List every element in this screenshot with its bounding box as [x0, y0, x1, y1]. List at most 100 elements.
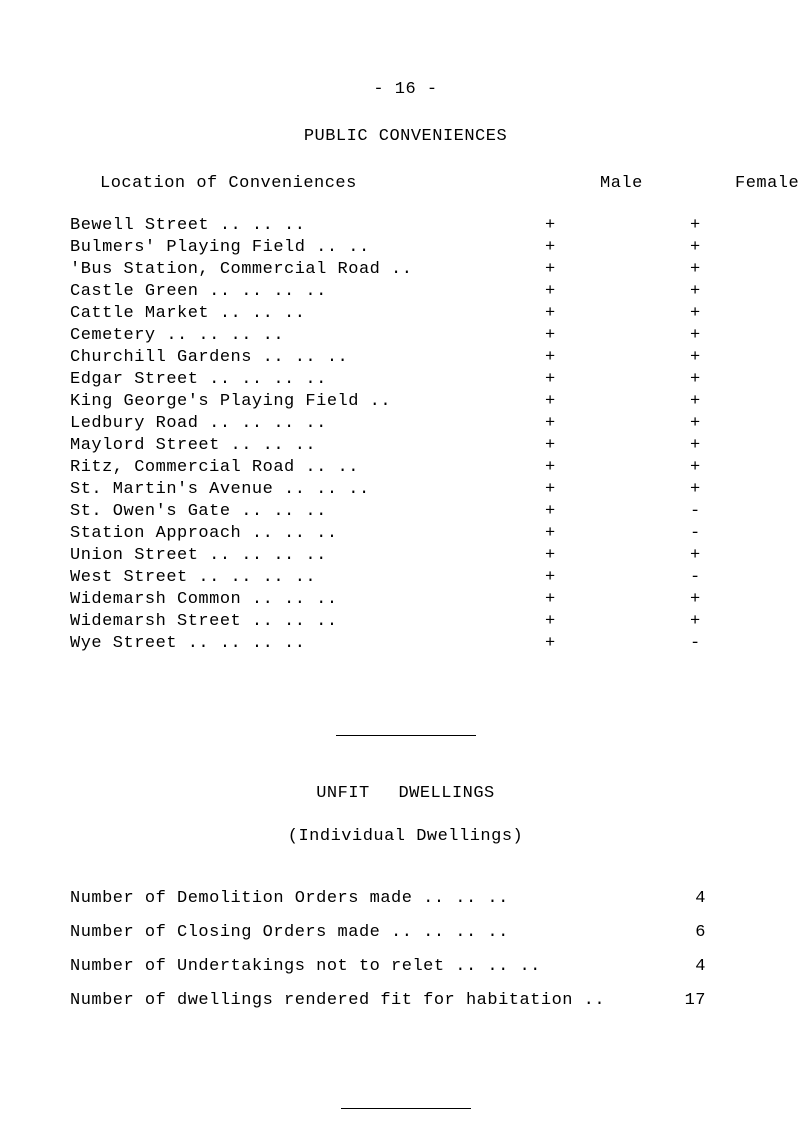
unfit-label: Number of Demolition Orders made .. .. .…: [70, 889, 509, 908]
male-value: +: [545, 501, 556, 523]
table-row: Churchill Gardens .. .. .. + +: [70, 347, 741, 369]
unfit-label: Number of Closing Orders made .. .. .. .…: [70, 923, 509, 942]
male-value: +: [545, 325, 556, 347]
location-name: Maylord Street .. .. ..: [70, 435, 316, 457]
male-value: +: [545, 435, 556, 457]
location-name: Bewell Street .. .. ..: [70, 215, 305, 237]
location-name: Castle Green .. .. .. ..: [70, 281, 327, 303]
table-row: Cattle Market .. .. .. + +: [70, 303, 741, 325]
female-value: +: [690, 545, 701, 567]
location-name: Widemarsh Common .. .. ..: [70, 589, 338, 611]
female-value: +: [690, 479, 701, 501]
unfit-rows: Number of Demolition Orders made .. .. .…: [70, 882, 741, 1018]
bottom-divider: [341, 1108, 471, 1109]
location-name: Edgar Street .. .. .. ..: [70, 369, 327, 391]
male-value: +: [545, 611, 556, 633]
location-name: Union Street .. .. .. ..: [70, 545, 327, 567]
male-value: +: [545, 479, 556, 501]
female-value: -: [690, 633, 701, 655]
female-value: +: [690, 435, 701, 457]
table-row: Station Approach .. .. .. + -: [70, 523, 741, 545]
unfit-row: Number of Closing Orders made .. .. .. .…: [70, 916, 741, 950]
female-value: +: [690, 391, 701, 413]
table-row: St. Owen's Gate .. .. .. + -: [70, 501, 741, 523]
page-number: - 16 -: [70, 80, 741, 99]
male-value: +: [545, 303, 556, 325]
header-location: Location of Conveniences: [70, 174, 357, 193]
table-row: King George's Playing Field .. + +: [70, 391, 741, 413]
table-row: Widemarsh Common .. .. .. + +: [70, 589, 741, 611]
male-value: +: [545, 237, 556, 259]
female-value: -: [690, 501, 701, 523]
male-value: +: [545, 589, 556, 611]
header-male: Male: [600, 174, 643, 193]
male-value: +: [545, 523, 556, 545]
female-value: +: [690, 325, 701, 347]
table-row: West Street .. .. .. .. + -: [70, 567, 741, 589]
location-name: King George's Playing Field ..: [70, 391, 391, 413]
table-row: Ledbury Road .. .. .. .. + +: [70, 413, 741, 435]
male-value: +: [545, 457, 556, 479]
unfit-subtitle: (Individual Dwellings): [70, 827, 741, 846]
table-row: Bewell Street .. .. .. + +: [70, 215, 741, 237]
unfit-value: 17: [685, 984, 706, 1018]
conveniences-table: Location of Conveniences Male Female Bew…: [70, 174, 741, 655]
location-name: West Street .. .. .. ..: [70, 567, 316, 589]
conveniences-rows: Bewell Street .. .. ..++Bulmers' Playing…: [70, 215, 741, 655]
unfit-row: Number of Undertakings not to relet .. .…: [70, 950, 741, 984]
female-value: +: [690, 303, 701, 325]
male-value: +: [545, 281, 556, 303]
unfit-title: UNFIT DWELLINGS: [70, 784, 741, 803]
male-value: +: [545, 545, 556, 567]
unfit-value: 4: [695, 882, 706, 916]
location-name: St. Owen's Gate .. .. ..: [70, 501, 327, 523]
male-value: +: [545, 413, 556, 435]
main-title: PUBLIC CONVENIENCES: [70, 127, 741, 146]
female-value: +: [690, 215, 701, 237]
location-name: Cemetery .. .. .. ..: [70, 325, 284, 347]
female-value: +: [690, 237, 701, 259]
table-row: Bulmers' Playing Field .. .. + +: [70, 237, 741, 259]
table-row: Maylord Street .. .. .. + +: [70, 435, 741, 457]
location-name: St. Martin's Avenue .. .. ..: [70, 479, 370, 501]
male-value: +: [545, 567, 556, 589]
female-value: -: [690, 567, 701, 589]
unfit-value: 6: [695, 916, 706, 950]
location-name: Wye Street .. .. .. ..: [70, 633, 305, 655]
female-value: -: [690, 523, 701, 545]
location-name: Station Approach .. .. ..: [70, 523, 338, 545]
table-row: Widemarsh Street .. .. .. + +: [70, 611, 741, 633]
male-value: +: [545, 215, 556, 237]
location-name: Cattle Market .. .. ..: [70, 303, 305, 325]
header-female: Female: [735, 174, 799, 193]
location-name: Churchill Gardens .. .. ..: [70, 347, 348, 369]
table-header-row: Location of Conveniences Male Female: [70, 174, 741, 193]
location-name: Ledbury Road .. .. .. ..: [70, 413, 327, 435]
table-row: Edgar Street .. .. .. .. + +: [70, 369, 741, 391]
table-row: Wye Street .. .. .. .. + -: [70, 633, 741, 655]
table-row: Ritz, Commercial Road .. .. + +: [70, 457, 741, 479]
female-value: +: [690, 413, 701, 435]
female-value: +: [690, 611, 701, 633]
female-value: +: [690, 281, 701, 303]
unfit-label: Number of Undertakings not to relet .. .…: [70, 957, 541, 976]
female-value: +: [690, 369, 701, 391]
female-value: +: [690, 589, 701, 611]
location-name: Bulmers' Playing Field .. ..: [70, 237, 370, 259]
unfit-row: Number of dwellings rendered fit for hab…: [70, 984, 741, 1018]
table-row: 'Bus Station, Commercial Road ..++: [70, 259, 741, 281]
female-value: +: [690, 347, 701, 369]
male-value: +: [545, 633, 556, 655]
male-value: +: [545, 347, 556, 369]
location-name: 'Bus Station, Commercial Road ..: [70, 259, 412, 281]
table-row: St. Martin's Avenue .. .. .. + +: [70, 479, 741, 501]
unfit-value: 4: [695, 950, 706, 984]
location-name: Ritz, Commercial Road .. ..: [70, 457, 359, 479]
location-name: Widemarsh Street .. .. ..: [70, 611, 338, 633]
male-value: +: [545, 391, 556, 413]
divider: [336, 735, 476, 736]
male-value: +: [545, 369, 556, 391]
female-value: +: [690, 457, 701, 479]
table-row: Cemetery .. .. .. .. + +: [70, 325, 741, 347]
unfit-label: Number of dwellings rendered fit for hab…: [70, 991, 605, 1010]
